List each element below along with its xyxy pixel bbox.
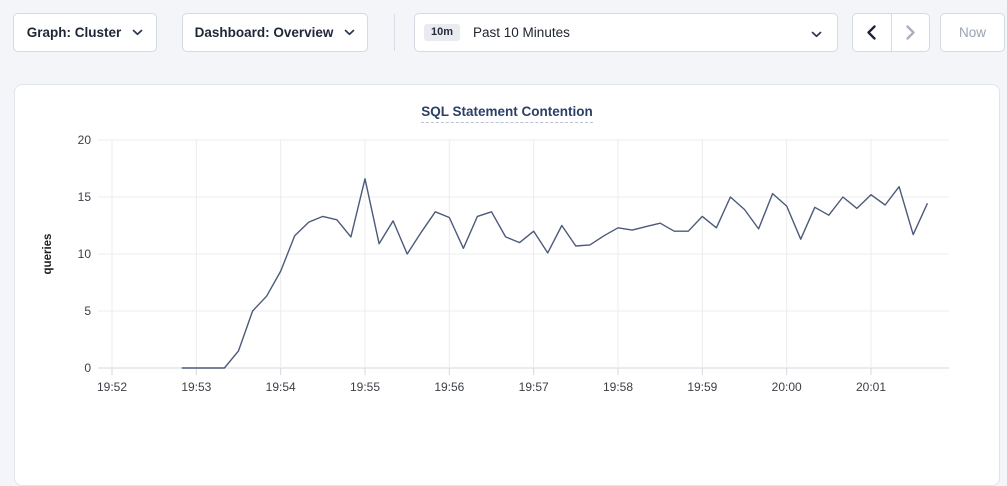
chevron-right-icon [906,25,915,40]
x-tick-label: 19:54 [266,380,296,394]
graph-dropdown-label: Graph: Cluster [26,25,122,40]
chevron-down-icon [811,31,822,38]
graph-dropdown[interactable]: Graph: Cluster [13,13,157,52]
chevron-left-icon [867,25,877,40]
x-tick-label: 19:58 [603,380,633,394]
y-tick-label: 5 [84,304,91,318]
chevron-down-icon [132,29,143,36]
dashboard-dropdown[interactable]: Dashboard: Overview [182,13,368,52]
time-range-dropdown[interactable]: 10m Past 10 Minutes [414,13,838,52]
y-tick-label: 15 [78,190,92,204]
x-tick-label: 20:01 [856,380,886,394]
y-tick-label: 10 [78,247,92,261]
dashboard-dropdown-label: Dashboard: Overview [194,25,334,40]
y-tick-label: 20 [78,133,92,147]
time-forward-button[interactable] [890,14,929,51]
y-tick-label: 0 [84,361,91,375]
x-tick-label: 19:56 [434,380,464,394]
x-tick-label: 19:59 [687,380,717,394]
time-range-badge: 10m [424,24,461,41]
time-range-label: Past 10 Minutes [473,25,570,40]
now-button[interactable]: Now [940,13,1005,52]
x-tick-label: 19:57 [519,380,549,394]
time-back-button[interactable] [853,14,891,51]
chart-title: SQL Statement Contention [15,104,999,123]
chevron-down-icon [345,29,355,36]
x-tick-label: 20:00 [772,380,802,394]
line-chart: 0 5 10 15 20 19:52 19:53 19:54 19:55 19:56 19:57 19… [42,133,949,394]
chart-title-text[interactable]: SQL Statement Contention [421,104,593,123]
x-tick-label: 19:55 [350,380,380,394]
y-axis-label: queries [42,234,54,275]
x-tick-label: 19:53 [181,380,211,394]
toolbar-divider [394,14,395,51]
x-tick-label: 19:52 [97,380,127,394]
chart-data-line [181,178,928,369]
time-nav-group [852,13,930,52]
chart-card: SQL Statement Contention 0 5 10 15 20 19:52 19… [14,84,1000,486]
